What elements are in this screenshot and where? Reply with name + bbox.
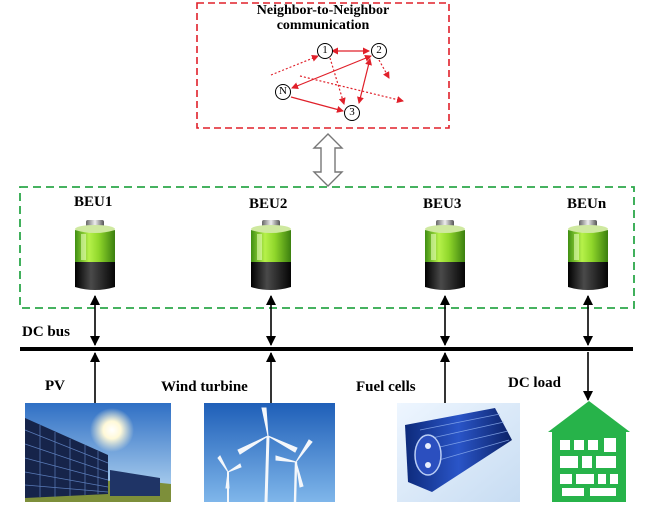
node-3-label: 3 [349,106,355,118]
dc-bus-label: DC bus [22,324,70,340]
communication-title-line1: Neighbor-to-Neighbor [256,3,390,18]
unit-label-beu3: BEU3 [423,196,462,212]
battery-icon [568,220,608,290]
node-1-label: 1 [322,44,328,56]
node-2-circle [371,43,387,59]
node-3-circle [344,105,360,121]
source-label-wind-turbine: Wind turbine [161,379,248,395]
unit-label-beun: BEUn [567,196,607,212]
bidirectional-link-arrow [312,133,344,187]
node-n-circle [275,84,291,100]
communication-graph [270,43,404,121]
node-1-circle [317,43,333,59]
unit-label-beu1: BEU1 [74,194,113,210]
unit-label-beu2: BEU2 [249,196,288,212]
communication-title: Neighbor-to-Neighbor communication [197,3,449,33]
node-2-label: 2 [376,44,382,56]
source-bus-arrows [90,352,593,404]
source-label-pv: PV [45,378,65,394]
solar-panel-picture [24,403,171,502]
battery-bus-arrows [90,295,593,346]
communication-title-line2: communication [276,18,370,33]
fuel-cell-picture [397,403,520,502]
dc-load-house-icon [548,401,630,502]
load-label-dc-load: DC load [508,375,561,391]
battery-icon [251,220,291,290]
energy-units-box [19,186,635,309]
node-n-label: N [279,85,287,97]
communication-box [196,2,450,129]
wind-turbine-picture [204,403,335,503]
battery-icon [75,220,115,290]
battery-icon [425,220,465,290]
source-label-fuel-cells: Fuel cells [356,379,416,395]
